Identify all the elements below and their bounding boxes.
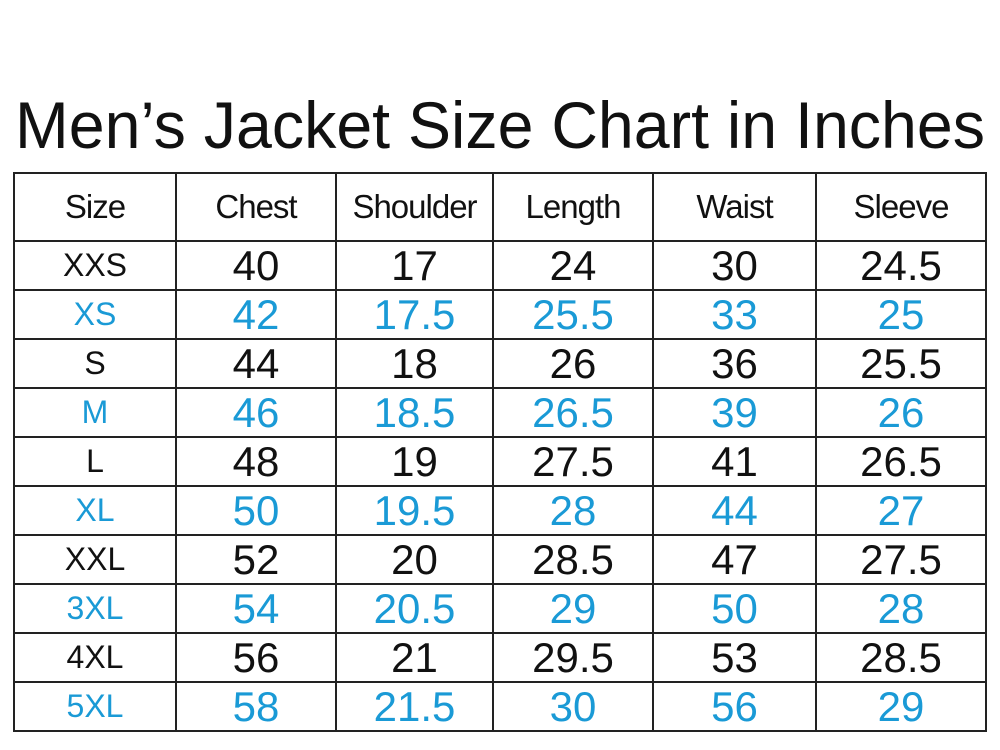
value-cell: 48 [175, 436, 337, 487]
value-cell: 44 [175, 338, 337, 389]
value-cell: 53 [652, 632, 817, 683]
value-cell: 29.5 [492, 632, 654, 683]
value-cell: 58 [175, 681, 337, 732]
value-cell: 50 [175, 485, 337, 536]
column-header: Chest [175, 172, 337, 242]
value-cell: 29 [492, 583, 654, 634]
column-header: Sleeve [815, 172, 987, 242]
size-cell: XXL [13, 534, 177, 585]
value-cell: 29 [815, 681, 987, 732]
value-cell: 28 [492, 485, 654, 536]
value-cell: 28 [815, 583, 987, 634]
value-cell: 24 [492, 240, 654, 291]
size-cell: XL [13, 485, 177, 536]
value-cell: 24.5 [815, 240, 987, 291]
value-cell: 47 [652, 534, 817, 585]
value-cell: 33 [652, 289, 817, 340]
table-row: XXL 52 20 28.5 47 27.5 [13, 534, 987, 585]
table-row: L 48 19 27.5 41 26.5 [13, 436, 987, 487]
size-cell: L [13, 436, 177, 487]
value-cell: 18.5 [335, 387, 494, 438]
column-header: Length [492, 172, 654, 242]
value-cell: 19.5 [335, 485, 494, 536]
value-cell: 21 [335, 632, 494, 683]
value-cell: 40 [175, 240, 337, 291]
column-header: Size [13, 172, 177, 242]
value-cell: 27.5 [492, 436, 654, 487]
value-cell: 19 [335, 436, 494, 487]
value-cell: 25.5 [492, 289, 654, 340]
value-cell: 52 [175, 534, 337, 585]
table-row: 3XL 54 20.5 29 50 28 [13, 583, 987, 634]
table-row: XS 42 17.5 25.5 33 25 [13, 289, 987, 340]
value-cell: 44 [652, 485, 817, 536]
value-cell: 28.5 [492, 534, 654, 585]
title: Men’s Jacket Size Chart in Inches [15, 88, 985, 162]
size-cell: XXS [13, 240, 177, 291]
value-cell: 56 [175, 632, 337, 683]
table-row: XL 50 19.5 28 44 27 [13, 485, 987, 536]
value-cell: 25.5 [815, 338, 987, 389]
value-cell: 46 [175, 387, 337, 438]
value-cell: 21.5 [335, 681, 494, 732]
table-row: M 46 18.5 26.5 39 26 [13, 387, 987, 438]
value-cell: 27 [815, 485, 987, 536]
value-cell: 54 [175, 583, 337, 634]
value-cell: 17 [335, 240, 494, 291]
value-cell: 56 [652, 681, 817, 732]
size-cell: M [13, 387, 177, 438]
value-cell: 26.5 [815, 436, 987, 487]
value-cell: 39 [652, 387, 817, 438]
value-cell: 36 [652, 338, 817, 389]
column-header: Waist [652, 172, 817, 242]
size-cell: XS [13, 289, 177, 340]
value-cell: 27.5 [815, 534, 987, 585]
value-cell: 20 [335, 534, 494, 585]
value-cell: 25 [815, 289, 987, 340]
value-cell: 20.5 [335, 583, 494, 634]
table-row: S 44 18 26 36 25.5 [13, 338, 987, 389]
value-cell: 50 [652, 583, 817, 634]
table-row: 4XL 56 21 29.5 53 28.5 [13, 632, 987, 683]
size-cell: 5XL [13, 681, 177, 732]
table-body: XXS 40 17 24 30 24.5 XS 42 17.5 25.5 33 25 S 44 18 26 36… [13, 240, 987, 732]
size-cell: 4XL [13, 632, 177, 683]
table-row: 5XL 58 21.5 30 56 29 [13, 681, 987, 732]
value-cell: 18 [335, 338, 494, 389]
value-cell: 26 [492, 338, 654, 389]
size-table: Size Chest Shoulder Length Waist Sleeve XXS 40… [13, 172, 987, 732]
value-cell: 30 [652, 240, 817, 291]
title-area: Men’s Jacket Size Chart in Inches [15, 88, 985, 162]
value-cell: 26.5 [492, 387, 654, 438]
size-cell: S [13, 338, 177, 389]
value-cell: 30 [492, 681, 654, 732]
value-cell: 17.5 [335, 289, 494, 340]
table-row: XXS 40 17 24 30 24.5 [13, 240, 987, 291]
value-cell: 28.5 [815, 632, 987, 683]
header-row: Size Chest Shoulder Length Waist Sleeve [13, 172, 987, 242]
size-cell: 3XL [13, 583, 177, 634]
value-cell: 26 [815, 387, 987, 438]
value-cell: 42 [175, 289, 337, 340]
value-cell: 41 [652, 436, 817, 487]
column-header: Shoulder [335, 172, 494, 242]
